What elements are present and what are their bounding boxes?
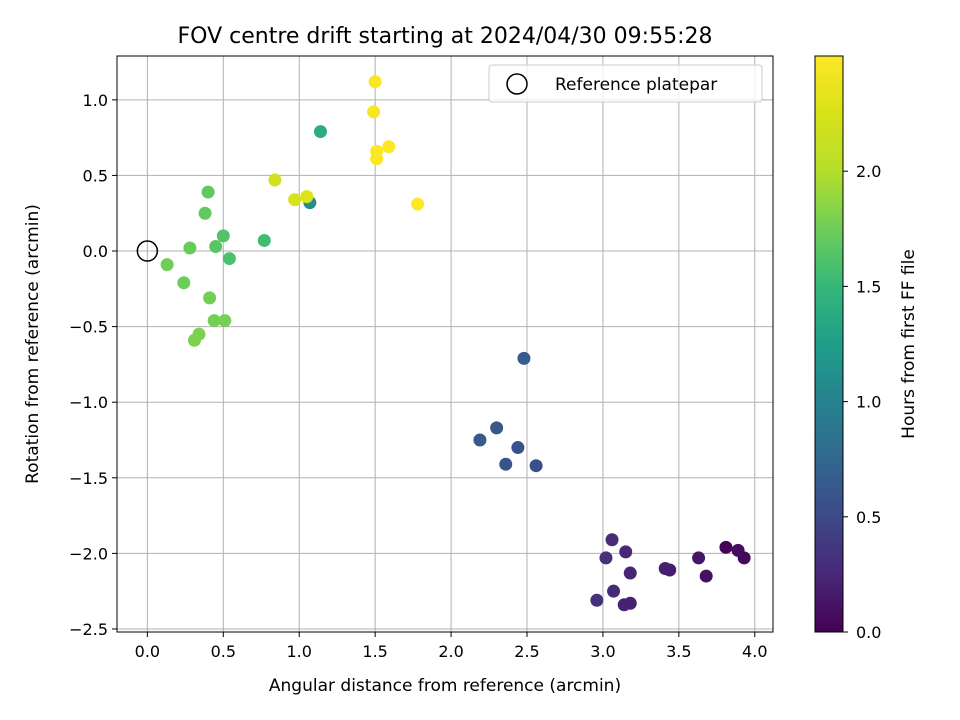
y-tick-label: −1.0 — [69, 393, 108, 412]
y-axis-ticks: 1.0 0.5 0.0 −0.5 −1.0 −1.5 −2.0 −2.5 — [69, 91, 117, 639]
data-point — [160, 258, 174, 272]
x-tick-label: 1.5 — [362, 642, 387, 661]
data-point — [216, 229, 230, 243]
legend: Reference platepar — [488, 64, 763, 103]
data-point — [218, 314, 232, 328]
data-point — [699, 569, 713, 583]
x-axis-label: Angular distance from reference (arcmin) — [269, 676, 621, 696]
data-point — [368, 75, 382, 89]
y-tick-label: −2.5 — [69, 620, 108, 639]
data-point — [617, 598, 631, 612]
data-point — [209, 239, 223, 253]
grid-lines — [117, 56, 773, 632]
data-point — [607, 584, 621, 598]
data-point — [599, 551, 613, 565]
data-point — [300, 190, 314, 204]
data-point — [203, 291, 217, 305]
chart-title: FOV centre drift starting at 2024/04/30 … — [178, 24, 713, 49]
colorbar: 0.0 0.5 1.0 1.5 2.0 Hours from first FF file — [814, 55, 919, 642]
data-point — [411, 197, 425, 211]
data-point — [605, 533, 619, 547]
x-tick-label: 2.5 — [514, 642, 539, 661]
colorbar-tick-label: 0.0 — [856, 623, 881, 642]
data-point — [490, 421, 504, 435]
y-tick-label: −1.5 — [69, 469, 108, 488]
data-point — [183, 241, 197, 255]
y-tick-label: 0.0 — [83, 242, 108, 261]
legend-entry-label: Reference platepar — [555, 75, 717, 95]
colorbar-tick-label: 1.5 — [856, 277, 881, 296]
data-point — [517, 351, 531, 365]
data-point — [187, 333, 201, 347]
data-point — [619, 545, 633, 559]
x-tick-label: 0.5 — [211, 642, 236, 661]
data-point — [222, 252, 236, 266]
data-point — [692, 551, 706, 565]
x-axis-ticks: 0.0 0.5 1.0 1.5 2.0 2.5 3.0 3.5 4.0 — [135, 632, 768, 661]
data-point — [201, 185, 215, 199]
data-point — [658, 562, 672, 576]
x-tick-label: 1.0 — [286, 642, 311, 661]
data-point — [511, 441, 525, 455]
data-point — [382, 140, 396, 154]
y-axis-label: Rotation from reference (arcmin) — [23, 204, 43, 484]
y-tick-label: −0.5 — [69, 318, 108, 337]
y-tick-label: 0.5 — [83, 166, 108, 185]
colorbar-tick-label: 2.0 — [856, 162, 881, 181]
data-points — [160, 75, 751, 612]
x-tick-label: 0.0 — [135, 642, 160, 661]
plot-frame — [116, 55, 774, 633]
colorbar-ticks: 0.0 0.5 1.0 1.5 2.0 — [843, 162, 881, 642]
data-point — [473, 433, 487, 447]
data-point — [529, 459, 543, 473]
x-tick-label: 4.0 — [742, 642, 767, 661]
colorbar-gradient — [814, 55, 844, 633]
legend-box — [488, 64, 763, 103]
data-point — [499, 457, 513, 471]
reference-platepar-marker — [136, 240, 159, 262]
data-point — [623, 566, 637, 580]
data-point — [719, 540, 733, 554]
y-tick-label: −2.0 — [69, 544, 108, 563]
x-tick-label: 2.0 — [438, 642, 463, 661]
data-point — [268, 173, 282, 187]
data-point — [288, 193, 302, 207]
y-tick-label: 1.0 — [83, 91, 108, 110]
data-point — [177, 276, 191, 290]
colorbar-tick-label: 0.5 — [856, 508, 881, 527]
legend-marker-icon — [506, 73, 528, 95]
data-point — [367, 105, 381, 119]
data-point — [207, 314, 221, 328]
data-point — [731, 543, 745, 557]
data-point — [313, 125, 327, 139]
x-tick-label: 3.0 — [590, 642, 615, 661]
data-point — [370, 152, 384, 166]
data-point — [590, 593, 604, 607]
colorbar-tick-label: 1.0 — [856, 393, 881, 412]
data-point — [198, 206, 212, 220]
colorbar-label: Hours from first FF file — [899, 249, 919, 439]
data-point — [257, 233, 271, 247]
x-tick-label: 3.5 — [666, 642, 691, 661]
